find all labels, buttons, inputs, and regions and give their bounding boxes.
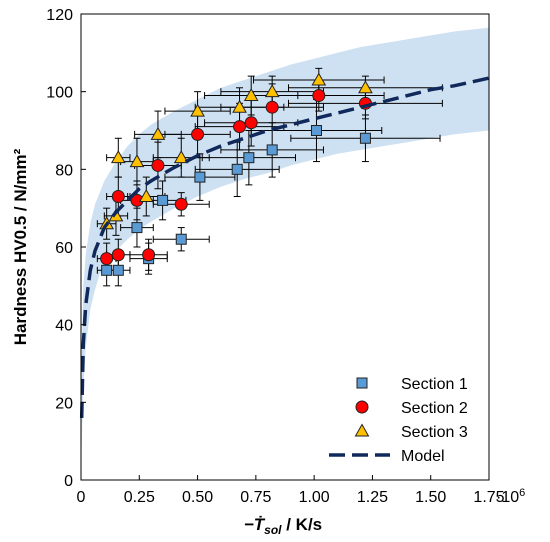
data-point-s3-11 (264, 84, 280, 98)
data-point-s2-11 (265, 100, 279, 114)
legend-item-2: Section 2 (355, 400, 468, 417)
x-tick-label: 0.75 (240, 489, 271, 506)
x-axis-label-unit: / K/s (282, 515, 323, 534)
legend-item-4: Model (329, 448, 445, 465)
data-point-s3-4 (129, 154, 145, 168)
x-multiplier: ·106 (496, 487, 525, 506)
data-point-s3-3 (110, 150, 126, 164)
legend-marker (356, 377, 368, 389)
data-point-s2-10 (244, 116, 258, 130)
y-tick-label: 120 (46, 7, 73, 24)
data-point-s1-6 (175, 233, 187, 245)
x-axis-label-sub: sol (264, 523, 282, 537)
legend-label: Section 1 (401, 376, 468, 393)
x-axis-label: −Ṫsol / K/s (244, 515, 322, 537)
data-point-s1-3 (131, 222, 143, 234)
x-tick-label: 1.50 (415, 489, 446, 506)
data-point-s2-7 (174, 197, 188, 211)
data-point-s1-7 (194, 171, 206, 183)
y-tick-label: 80 (55, 162, 73, 179)
legend: Section 1 Section 2 Section 3 Model (329, 376, 468, 465)
y-tick-label: 40 (55, 318, 73, 335)
x-multiplier-base: ·10 (496, 489, 519, 506)
model-confidence-band (81, 27, 489, 449)
x-tick-label: 1.25 (357, 489, 388, 506)
legend-marker (355, 400, 369, 414)
y-axis-label: Hardness HV0.5 / N/mm² (11, 148, 30, 345)
x-tick-label: 0.25 (124, 489, 155, 506)
data-point-s2-9 (233, 120, 247, 134)
data-point-s2-5 (142, 248, 156, 262)
legend-item-1: Section 1 (356, 376, 468, 393)
data-point-s2-3 (111, 190, 125, 204)
data-point-s2-1 (100, 252, 114, 266)
data-point-s3-10 (243, 88, 259, 102)
legend-item-3: Section 3 (354, 423, 468, 441)
data-point-s1-1 (101, 264, 113, 276)
data-point-s2-6 (151, 158, 165, 172)
data-point-s1-8 (231, 163, 243, 175)
data-point-s1-5 (157, 194, 169, 206)
legend-marker (354, 423, 370, 437)
y-tick-label: 0 (64, 473, 73, 490)
data-point-s3-9 (232, 99, 247, 113)
legend-label: Section 2 (401, 400, 468, 417)
data-point-s3-12 (311, 72, 327, 86)
y-tick-label: 60 (55, 240, 73, 257)
legend-label: Model (401, 448, 445, 465)
model-line (79, 76, 490, 418)
data-point-s1-2 (112, 264, 124, 276)
data-point-s3-7 (173, 150, 189, 164)
model-band (81, 27, 489, 449)
x-tick-label: 1.00 (299, 489, 330, 506)
legend-label: Section 3 (401, 424, 468, 441)
y-tick-label: 100 (46, 85, 73, 102)
data-point-s3-13 (358, 80, 373, 94)
data-point-s3-5 (138, 189, 154, 203)
axis-ticks: 0 20 40 60 80 100 120 0 0.25 0.50 0.75 1.00 1.25 1.50… (46, 7, 504, 506)
y-tick-label: 20 (55, 395, 73, 412)
x-multiplier-exp: 6 (519, 487, 525, 499)
model-curve (79, 76, 490, 418)
data-point-s3-6 (150, 126, 166, 140)
data-point-s3-8 (190, 103, 205, 117)
x-tick-label: 0 (77, 489, 86, 506)
data-point-s2-2 (111, 248, 125, 262)
data-point-s2-12 (312, 89, 326, 103)
data-point-s2-8 (191, 127, 205, 141)
x-tick-label: 1.75 (473, 489, 504, 506)
x-tick-label: 0.50 (182, 489, 213, 506)
x-axis-label-main: −Ṫ (244, 515, 266, 534)
data-point-s1-11 (310, 125, 322, 136)
data-markers (99, 72, 373, 276)
data-point-s1-10 (266, 144, 278, 156)
data-point-s1-12 (359, 132, 371, 144)
data-point-s1-9 (243, 152, 255, 164)
